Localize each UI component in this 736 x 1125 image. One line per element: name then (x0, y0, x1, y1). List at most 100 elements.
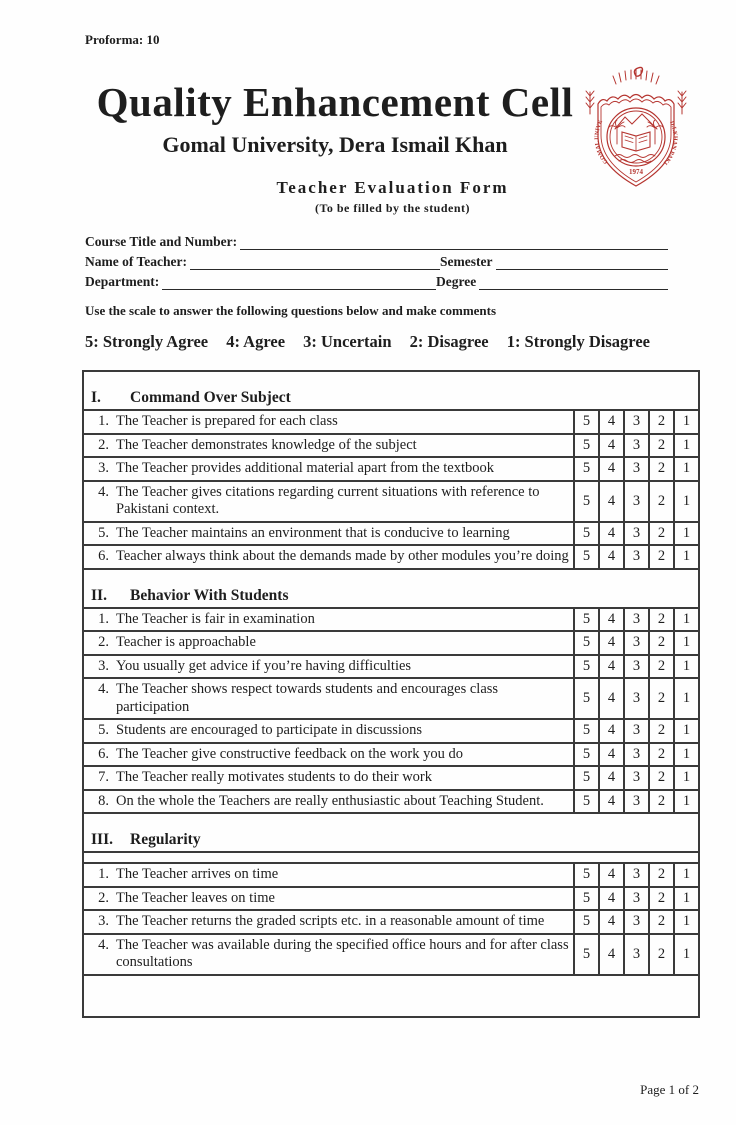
rating-cell[interactable]: 5 (572, 409, 600, 435)
rating-cell[interactable]: 3 (622, 932, 650, 976)
rating-cell[interactable]: 3 (622, 456, 650, 482)
rating-cell[interactable]: 1 (672, 544, 701, 570)
rating-cell[interactable]: 3 (622, 544, 650, 570)
rating-cell[interactable]: 2 (647, 741, 675, 767)
rating-cell[interactable]: 4 (597, 479, 625, 523)
rating-cell[interactable]: 4 (597, 909, 625, 935)
rating-cell[interactable]: 5 (572, 718, 600, 744)
rating-cell[interactable]: 4 (597, 653, 625, 679)
question-line: 1. The Teacher arrives on time (84, 866, 569, 884)
rating-cell[interactable]: 5 (572, 432, 600, 458)
rating-cell[interactable]: 1 (672, 409, 701, 435)
rating-cell[interactable]: 2 (647, 432, 675, 458)
rating-cell[interactable]: 5 (572, 765, 600, 791)
rating-cell[interactable]: 1 (672, 456, 701, 482)
rating-cell[interactable]: 4 (597, 544, 625, 570)
rating-cell[interactable]: 5 (572, 677, 600, 720)
rating-cell[interactable]: 5 (572, 630, 600, 656)
rating-cell[interactable]: 5 (572, 885, 600, 911)
rating-cell[interactable]: 5 (572, 479, 600, 523)
rating-cell[interactable]: 4 (597, 741, 625, 767)
rating-cell[interactable]: 2 (647, 862, 675, 888)
rating-cell[interactable]: 4 (597, 606, 625, 632)
rating-cell[interactable]: 4 (597, 520, 625, 546)
rating-cell[interactable]: 1 (672, 741, 701, 767)
rating-cell[interactable]: 1 (672, 932, 701, 976)
rating-cell[interactable]: 5 (572, 544, 600, 570)
rating-cell[interactable]: 3 (622, 479, 650, 523)
rating-cell[interactable]: 4 (597, 432, 625, 458)
rating-cell[interactable]: 3 (622, 677, 650, 720)
rating-cell[interactable]: 1 (672, 885, 701, 911)
rating-cell[interactable]: 5 (572, 932, 600, 976)
rating-cell[interactable]: 1 (672, 520, 701, 546)
rating-cell[interactable]: 2 (647, 409, 675, 435)
rating-cell[interactable]: 5 (572, 741, 600, 767)
degree-input-line[interactable] (479, 272, 668, 290)
rating-cell[interactable]: 2 (647, 909, 675, 935)
rating-cell[interactable]: 2 (647, 479, 675, 523)
rating-cell[interactable]: 1 (672, 606, 701, 632)
teacher-input-line[interactable] (189, 252, 441, 270)
rating-cell[interactable]: 1 (672, 909, 701, 935)
question-text: The Teacher gives citations regarding cu… (116, 483, 540, 518)
rating-cell[interactable]: 4 (597, 788, 625, 814)
rating-cell[interactable]: 2 (647, 520, 675, 546)
rating-cell[interactable]: 2 (647, 765, 675, 791)
rating-cell[interactable]: 2 (647, 653, 675, 679)
rating-cell[interactable]: 3 (622, 520, 650, 546)
rating-cell[interactable]: 3 (622, 718, 650, 744)
question-line: 8. On the whole the Teachers are really e… (84, 793, 569, 811)
rating-cell[interactable]: 1 (672, 788, 701, 814)
rating-cell[interactable]: 2 (647, 718, 675, 744)
rating-cell[interactable]: 1 (672, 862, 701, 888)
rating-cell[interactable]: 1 (672, 479, 701, 523)
rating-cell[interactable]: 2 (647, 544, 675, 570)
rating-cell[interactable]: 3 (622, 653, 650, 679)
rating-cell[interactable]: 4 (597, 765, 625, 791)
rating-cell[interactable]: 1 (672, 432, 701, 458)
rating-cell[interactable]: 4 (597, 409, 625, 435)
rating-cell[interactable]: 4 (597, 630, 625, 656)
rating-cell[interactable]: 5 (572, 456, 600, 482)
rating-cell[interactable]: 5 (572, 653, 600, 679)
rating-cell[interactable]: 3 (622, 630, 650, 656)
question-text: The Teacher is fair in examination (116, 610, 315, 627)
rating-cell[interactable]: 2 (647, 606, 675, 632)
semester-input-line[interactable] (495, 252, 668, 270)
rating-cell[interactable]: 2 (647, 885, 675, 911)
rating-cell[interactable]: 1 (672, 677, 701, 720)
rating-cell[interactable]: 3 (622, 741, 650, 767)
rating-cell[interactable]: 3 (622, 788, 650, 814)
rating-cell[interactable]: 4 (597, 677, 625, 720)
rating-cell[interactable]: 5 (572, 520, 600, 546)
rating-cell[interactable]: 2 (647, 677, 675, 720)
rating-cell[interactable]: 4 (597, 862, 625, 888)
rating-cell[interactable]: 1 (672, 630, 701, 656)
rating-cell[interactable]: 1 (672, 718, 701, 744)
rating-cell[interactable]: 2 (647, 932, 675, 976)
rating-cell[interactable]: 3 (622, 885, 650, 911)
rating-cell[interactable]: 5 (572, 909, 600, 935)
question-cell: 1. The Teacher is prepared for each class (82, 409, 575, 435)
rating-cell[interactable]: 3 (622, 606, 650, 632)
rating-cell[interactable]: 4 (597, 718, 625, 744)
rating-cell[interactable]: 3 (622, 862, 650, 888)
rating-cell[interactable]: 2 (647, 630, 675, 656)
rating-cell[interactable]: 3 (622, 765, 650, 791)
rating-cell[interactable]: 2 (647, 788, 675, 814)
rating-cell[interactable]: 4 (597, 885, 625, 911)
rating-cell[interactable]: 5 (572, 862, 600, 888)
rating-cell[interactable]: 1 (672, 765, 701, 791)
rating-cell[interactable]: 3 (622, 909, 650, 935)
rating-cell[interactable]: 3 (622, 432, 650, 458)
rating-cell[interactable]: 4 (597, 932, 625, 976)
rating-cell[interactable]: 5 (572, 788, 600, 814)
rating-cell[interactable]: 4 (597, 456, 625, 482)
rating-cell[interactable]: 1 (672, 653, 701, 679)
rating-cell[interactable]: 3 (622, 409, 650, 435)
course-input-line[interactable] (240, 232, 668, 250)
rating-cell[interactable]: 2 (647, 456, 675, 482)
department-input-line[interactable] (162, 272, 436, 290)
rating-cell[interactable]: 5 (572, 606, 600, 632)
